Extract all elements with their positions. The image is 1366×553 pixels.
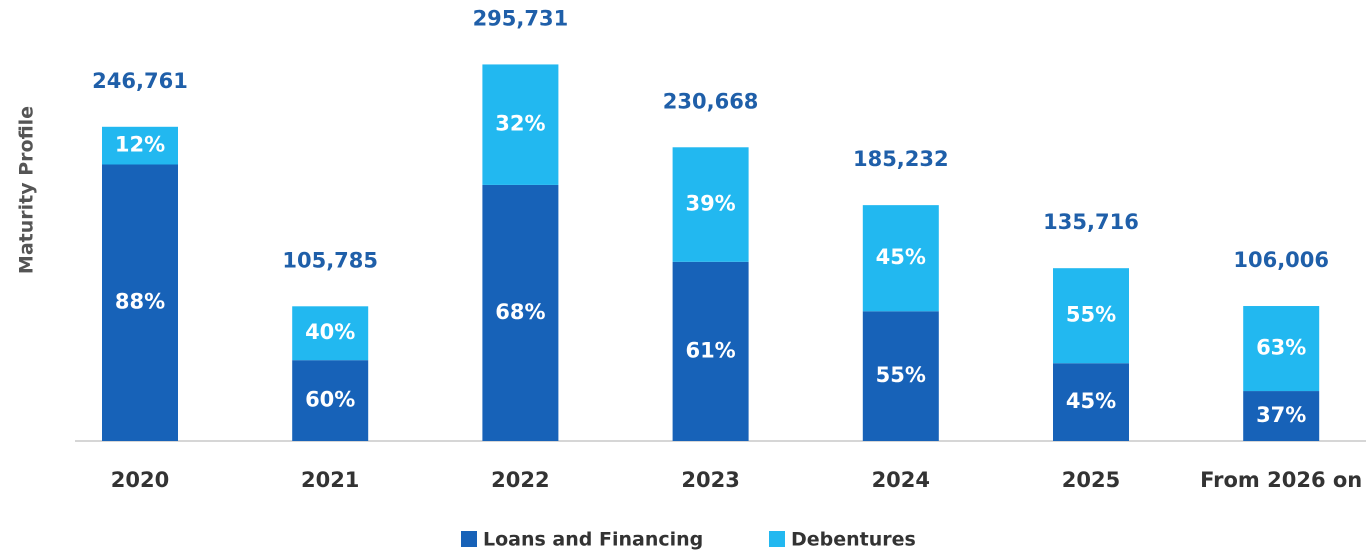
- x-tick-label: From 2026 on: [1200, 468, 1362, 492]
- total-label: 230,668: [663, 89, 759, 113]
- bar-segment: [482, 64, 559, 185]
- segment-label: 45%: [1066, 389, 1116, 413]
- total-label: 185,232: [853, 147, 949, 171]
- bar-segment: [672, 147, 749, 262]
- bar-segment: [102, 164, 178, 441]
- legend-swatch: [461, 531, 477, 547]
- segment-label: 60%: [305, 388, 355, 412]
- y-axis-label: Maturity Profile: [16, 106, 38, 274]
- x-tick-label: 2022: [491, 468, 549, 492]
- bar-segment: [862, 205, 939, 312]
- segment-label: 45%: [876, 245, 926, 269]
- segment-label: 63%: [1256, 336, 1306, 360]
- legend-label: Loans and Financing: [483, 529, 703, 551]
- segment-label: 37%: [1256, 403, 1306, 427]
- legend-label: Debentures: [791, 529, 916, 551]
- segment-label: 55%: [1066, 303, 1116, 327]
- bar-segment: [672, 261, 749, 441]
- x-tick-label: 2021: [301, 468, 359, 492]
- total-label: 295,731: [473, 6, 569, 30]
- total-label: 246,761: [92, 69, 188, 93]
- segment-label: 12%: [115, 133, 165, 157]
- total-label: 135,716: [1043, 210, 1139, 234]
- bar-segment: [1243, 306, 1320, 392]
- legend-swatch: [769, 531, 785, 547]
- segment-label: 88%: [115, 290, 165, 314]
- bar-segment: [862, 311, 939, 441]
- x-tick-label: 2024: [872, 468, 930, 492]
- segment-label: 32%: [495, 112, 545, 136]
- segment-label: 39%: [685, 192, 735, 216]
- segment-label: 40%: [305, 320, 355, 344]
- bar-segment: [102, 126, 178, 165]
- bar-segment: [292, 306, 369, 361]
- bar-segment: [1243, 391, 1320, 441]
- total-label: 105,785: [282, 248, 378, 272]
- segment-label: 61%: [685, 338, 735, 362]
- bar-segment: [482, 184, 559, 441]
- segment-label: 68%: [495, 300, 545, 324]
- bar-segment: [1053, 363, 1129, 441]
- total-label: 106,006: [1233, 248, 1329, 272]
- x-tick-label: 2023: [681, 468, 739, 492]
- x-tick-label: 2025: [1062, 468, 1120, 492]
- bar-segment: [1053, 268, 1129, 364]
- segment-label: 55%: [876, 363, 926, 387]
- bar-segment: [292, 360, 369, 441]
- x-tick-label: 2020: [111, 468, 169, 492]
